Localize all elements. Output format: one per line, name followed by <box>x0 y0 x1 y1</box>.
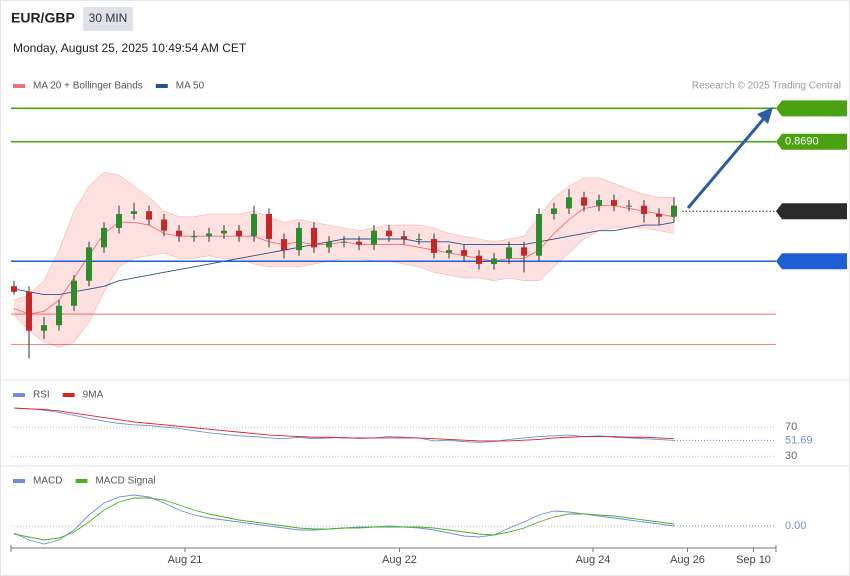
x-tick-label: Aug 21 <box>168 554 203 566</box>
candle-body <box>191 236 197 238</box>
symbol: EUR/GBP <box>11 10 75 26</box>
level-tag <box>776 100 847 117</box>
candle-body <box>641 205 647 214</box>
candle-body <box>356 241 362 245</box>
candle-body <box>536 213 542 256</box>
level-tag <box>776 253 847 270</box>
bollinger-band <box>14 172 674 348</box>
y-tick-label: 70 <box>785 421 797 433</box>
candle-body <box>371 230 377 245</box>
lower-band <box>13 227 675 348</box>
candle-body <box>251 213 257 237</box>
y-tick-label: 0.00 <box>785 520 806 532</box>
legend-label: MACD <box>33 476 62 487</box>
candle-body <box>461 250 467 256</box>
candle-body <box>506 247 512 259</box>
legend-swatch <box>75 479 88 483</box>
candle-body <box>416 239 422 241</box>
candle-body <box>41 325 47 331</box>
candle-body <box>281 239 287 251</box>
candle-body <box>656 213 662 217</box>
candle-body <box>86 247 92 281</box>
x-tick-label: Aug 24 <box>576 554 611 566</box>
level-label: 0.8690 <box>785 136 819 148</box>
legend-label: MACD Signal <box>95 476 155 487</box>
candle-body <box>101 227 107 248</box>
copyright: Research © 2025 Trading Central <box>692 81 841 92</box>
candle-body <box>626 205 632 207</box>
candle-body <box>386 230 392 237</box>
candle-body <box>476 255 482 265</box>
indicator-line <box>13 407 675 442</box>
legend-swatch <box>13 479 25 483</box>
candle-body <box>221 230 227 234</box>
level-tag <box>776 203 847 220</box>
candle-body <box>131 211 137 214</box>
candle-body <box>431 239 437 253</box>
legend-label: RSI <box>33 390 50 401</box>
candle-body <box>206 233 212 237</box>
candle-body <box>266 213 272 240</box>
last-value-label: 51.69 <box>785 434 813 446</box>
x-tick-label: Sep 10 <box>736 554 771 566</box>
candle-body <box>566 197 572 209</box>
datetime: Monday, August 25, 2025 10:49:54 AM CET <box>13 41 247 55</box>
candle-body <box>146 211 152 220</box>
indicator-line <box>13 497 675 541</box>
candle-body <box>671 205 677 217</box>
legend-swatch <box>62 393 75 397</box>
candle-body <box>326 241 332 248</box>
candle-body <box>71 280 77 306</box>
legend-swatch <box>13 393 25 397</box>
candle-body <box>521 247 527 256</box>
candle-body <box>116 213 122 228</box>
level-tag <box>776 133 847 150</box>
legend-label: MA 50 <box>176 81 205 92</box>
x-tick-label: Aug 26 <box>670 554 705 566</box>
y-tick-label: 30 <box>785 450 797 462</box>
candle-body <box>491 258 497 265</box>
candle-body <box>56 305 62 326</box>
timeframe-box <box>83 7 133 31</box>
candle-body <box>236 230 242 237</box>
candle-body <box>581 197 587 206</box>
legend-label: 9MA <box>83 390 104 401</box>
timeframe: 30 MIN <box>89 11 128 25</box>
upper-band <box>13 171 674 301</box>
legend-swatch <box>155 84 168 88</box>
candle-body <box>26 291 32 331</box>
candle-body <box>401 236 407 240</box>
arrow-head <box>757 107 773 124</box>
candle-body <box>596 200 602 206</box>
candle-body <box>611 200 617 206</box>
candle-body <box>446 250 452 253</box>
legend-label: MA 20 + Bollinger Bands <box>33 81 143 92</box>
candle-body <box>341 241 347 243</box>
legend-swatch <box>13 84 25 88</box>
candle-body <box>551 208 557 214</box>
candle-body <box>311 227 317 248</box>
forecast-arrow <box>686 115 768 209</box>
candle-body <box>176 230 182 237</box>
candle-body <box>161 219 167 231</box>
candle-body <box>11 286 17 292</box>
candle-body <box>296 227 302 251</box>
x-tick-label: Aug 22 <box>382 554 417 566</box>
indicator-line <box>13 407 675 443</box>
